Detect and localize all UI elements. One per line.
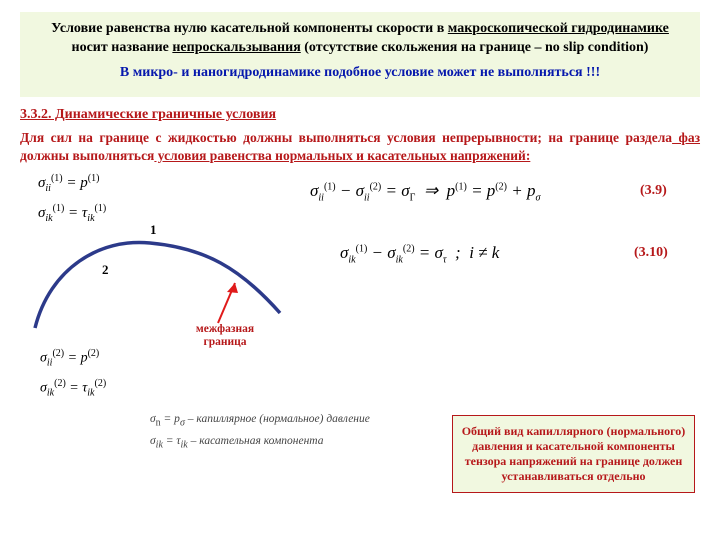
highlight-warning: В микро- и наногидродинамике подобное ус… — [34, 64, 686, 83]
text: носит название — [72, 40, 173, 55]
text: Условие равенства нулю касательной компо… — [51, 21, 448, 36]
text: Для сил на границе с жидкостью должны вы… — [20, 130, 672, 145]
arrow-head-icon — [227, 283, 238, 293]
desc-text: – касательная компонента — [188, 435, 324, 447]
text-underline: макроскопической гидродинамике — [448, 21, 669, 36]
interphase-diagram: 1 2 межфазная граница — [30, 228, 290, 348]
eq-sigma-ii-1: σii(1) = p(1) — [38, 173, 99, 194]
phase-boundary-curve — [35, 243, 280, 329]
text: должны выполняться — [20, 148, 154, 163]
eq-3-9: σii(1) − σii(2) = σΓ ⇒ p(1) = p(2) + pσ — [310, 181, 540, 203]
section-title: 3.3.2. Динамические граничные условия — [20, 107, 700, 123]
eq-label-3-10: (3.10) — [634, 245, 668, 261]
highlight-box: Условие равенства нулю касательной компо… — [20, 12, 700, 97]
text-underline: непроскальзывания — [172, 40, 300, 55]
info-box: Общий вид капиллярного (нормального) дав… — [452, 415, 695, 493]
text: (отсутствие скольжения на границе – no s… — [301, 40, 649, 55]
eq-sigma-ik-1: σik(1) = τik(1) — [38, 203, 106, 224]
eq-3-10: σik(1) − σik(2) = στ ; i ≠ k — [340, 243, 499, 265]
content-area: σii(1) = p(1) σik(1) = τik(1) 1 2 межфаз… — [20, 173, 700, 493]
text-underline: фаз — [672, 130, 700, 145]
region-label-1: 1 — [150, 222, 157, 238]
section-body: Для сил на границе с жидкостью должны вы… — [20, 129, 700, 165]
desc-capillary: σn = pσ – капиллярное (нормальное) давле… — [150, 413, 370, 428]
highlight-para-1: Условие равенства нулю касательной компо… — [34, 20, 686, 58]
eq-sigma-ik-2: σik(2) = τik(2) — [40, 378, 106, 398]
interphase-label: межфазная граница — [185, 323, 265, 348]
desc-tangential: σik = τik – касательная компонента — [150, 435, 324, 450]
eq-label-3-9: (3.9) — [640, 183, 667, 199]
desc-text: – капиллярное (нормальное) давление — [185, 413, 370, 425]
eq-sigma-ii-2: σii(2) = p(2) — [40, 348, 99, 368]
text-underline: условия равенства нормальных и касательн… — [154, 148, 530, 163]
region-label-2: 2 — [102, 262, 109, 278]
